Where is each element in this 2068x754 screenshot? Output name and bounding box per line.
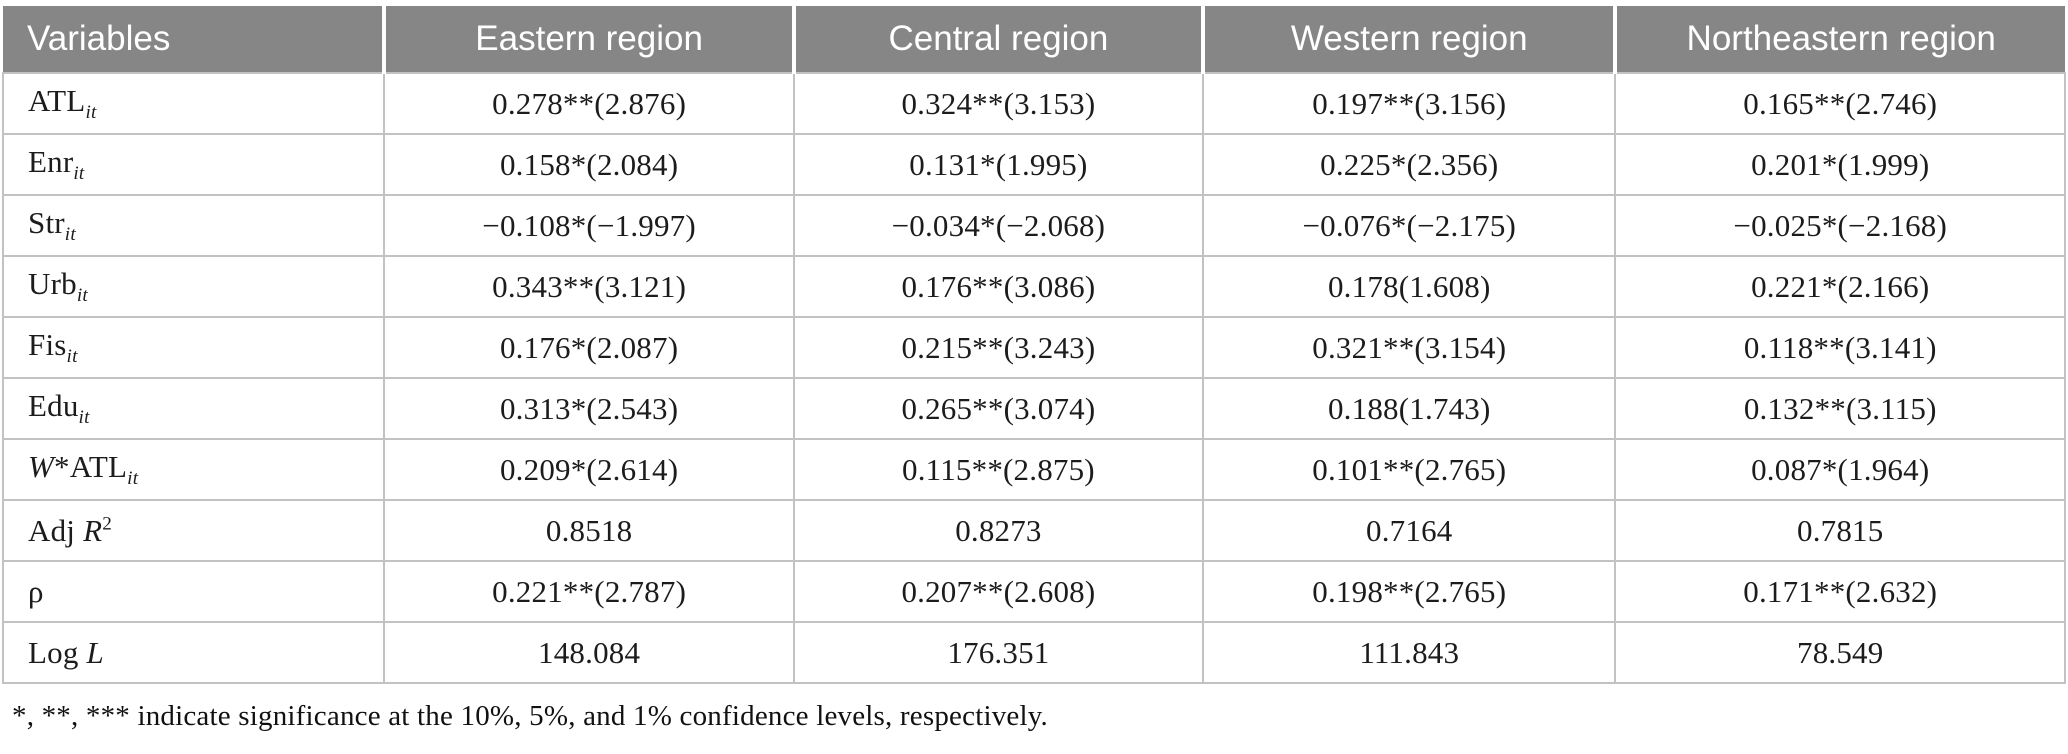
cell-value: 0.7164 [1202,499,1617,562]
variable-label: Enrit [1,133,386,196]
table-row: ρ 0.221**(2.787) 0.207**(2.608) 0.198**(2.7… [1,560,2066,623]
variable-label: Fisit [1,316,386,379]
variable-label: Eduit [1,377,386,440]
cell-value: 0.178(1.608) [1202,255,1617,318]
variable-label: W*ATLit [1,438,386,501]
cell-value: 78.549 [1614,621,2066,684]
cell-value: −0.025*(−2.168) [1614,194,2066,257]
table-body: ATLit 0.278**(2.876) 0.324**(3.153) 0.197**… [1,72,2066,684]
cell-value: 0.8518 [383,499,795,562]
cell-value: 0.101**(2.765) [1202,438,1617,501]
cell-value: 148.084 [383,621,795,684]
cell-value: 0.158*(2.084) [383,133,795,196]
cell-value: 0.132**(3.115) [1614,377,2066,440]
cell-value: 176.351 [792,621,1205,684]
cell-value: 0.201*(1.999) [1614,133,2066,196]
cell-value: 0.197**(3.156) [1202,72,1617,135]
table-row: Enrit 0.158*(2.084) 0.131*(1.995) 0.225*(2.… [1,133,2066,196]
cell-value: 0.207**(2.608) [792,560,1205,623]
variable-label: ATLit [1,72,386,135]
cell-value: 0.131*(1.995) [792,133,1205,196]
cell-value: 0.198**(2.765) [1202,560,1617,623]
regression-results-table: Variables Eastern region Central region Wes… [1,6,2066,684]
table-row: ATLit 0.278**(2.876) 0.324**(3.153) 0.197**… [1,72,2066,135]
table-row: Strit −0.108*(−1.997) −0.034*(−2.068) −0.07… [1,194,2066,257]
cell-value: 0.225*(2.356) [1202,133,1617,196]
cell-value: 0.176*(2.087) [383,316,795,379]
table-row: Eduit 0.313*(2.543) 0.265**(3.074) 0.188(1.… [1,377,2066,440]
table-row: Log L 148.084 176.351 111.843 78.549 [1,621,2066,684]
cell-value: 0.209*(2.614) [383,438,795,501]
variable-label: Log L [1,621,386,684]
table-header: Variables Eastern region Central region Wes… [3,6,2065,73]
significance-footnote: *, **, *** indicate significance at the … [12,700,1048,732]
variable-label: Urbit [1,255,386,318]
variable-label: Strit [1,194,386,257]
cell-value: −0.108*(−1.997) [383,194,795,257]
variable-label: Adj R2 [1,499,386,562]
cell-value: 0.176**(3.086) [792,255,1205,318]
cell-value: −0.076*(−2.175) [1202,194,1617,257]
column-header-central-region: Central region [791,6,1204,73]
cell-value: 0.7815 [1614,499,2066,562]
cell-value: 0.215**(3.243) [792,316,1205,379]
column-header-eastern-region: Eastern region [382,6,794,73]
cell-value: 0.265**(3.074) [792,377,1205,440]
cell-value: 0.171**(2.632) [1614,560,2066,623]
table-row: Adj R2 0.8518 0.8273 0.7164 0.7815 [1,499,2066,562]
cell-value: 0.165**(2.746) [1614,72,2066,135]
cell-value: 0.087*(1.964) [1614,438,2066,501]
column-header-variables: Variables [3,6,385,73]
variable-label: ρ [1,560,386,623]
table-row: W*ATLit 0.209*(2.614) 0.115**(2.875) 0.101*… [1,438,2066,501]
table-row: Fisit 0.176*(2.087) 0.215**(3.243) 0.321**(… [1,316,2066,379]
table-row: Urbit 0.343**(3.121) 0.176**(3.086) 0.178(1… [1,255,2066,318]
cell-value: 0.324**(3.153) [792,72,1205,135]
cell-value: 0.321**(3.154) [1202,316,1617,379]
cell-value: 0.115**(2.875) [792,438,1205,501]
cell-value: 0.221*(2.166) [1614,255,2066,318]
cell-value: 0.188(1.743) [1202,377,1617,440]
header-row: Variables Eastern region Central region Wes… [3,6,2065,73]
cell-value: 0.343**(3.121) [383,255,795,318]
column-header-northeastern-region: Northeastern region [1613,6,2065,73]
cell-value: 111.843 [1202,621,1617,684]
cell-value: 0.8273 [792,499,1205,562]
cell-value: 0.278**(2.876) [383,72,795,135]
cell-value: 0.118**(3.141) [1614,316,2066,379]
column-header-western-region: Western region [1201,6,1616,73]
cell-value: 0.313*(2.543) [383,377,795,440]
cell-value: 0.221**(2.787) [383,560,795,623]
cell-value: −0.034*(−2.068) [792,194,1205,257]
